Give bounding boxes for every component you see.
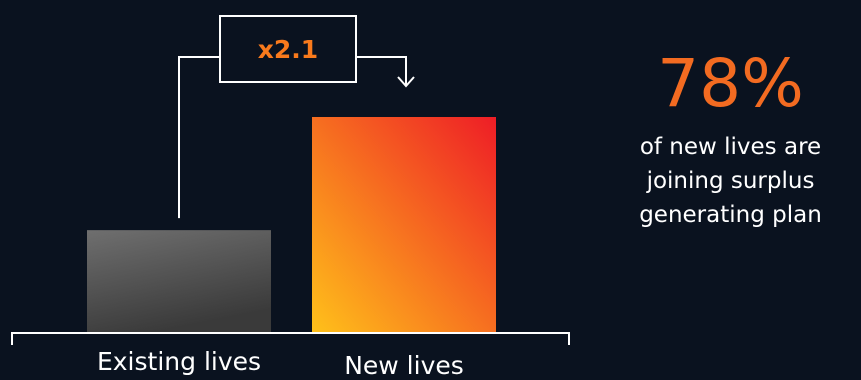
- stat-value: 78%: [657, 45, 804, 122]
- annotation-box: [219, 15, 357, 83]
- x-tick-label-existing-lives: Existing lives: [97, 347, 261, 376]
- x-axis-line: [11, 332, 570, 345]
- annotation-connector-right: [356, 56, 407, 86]
- stat-block: 78% of new lives are joining surplus gen…: [600, 44, 861, 232]
- bar-existing-lives: [87, 230, 271, 333]
- annotation-connector-left: [178, 56, 220, 219]
- bar-new-lives: [312, 117, 496, 333]
- x-tick-label-new-lives: New lives: [344, 351, 464, 380]
- arrow-down-icon: [397, 76, 415, 88]
- stat-caption: of new lives are joining surplus generat…: [639, 134, 822, 228]
- multiplier-label: x2.1: [258, 35, 318, 64]
